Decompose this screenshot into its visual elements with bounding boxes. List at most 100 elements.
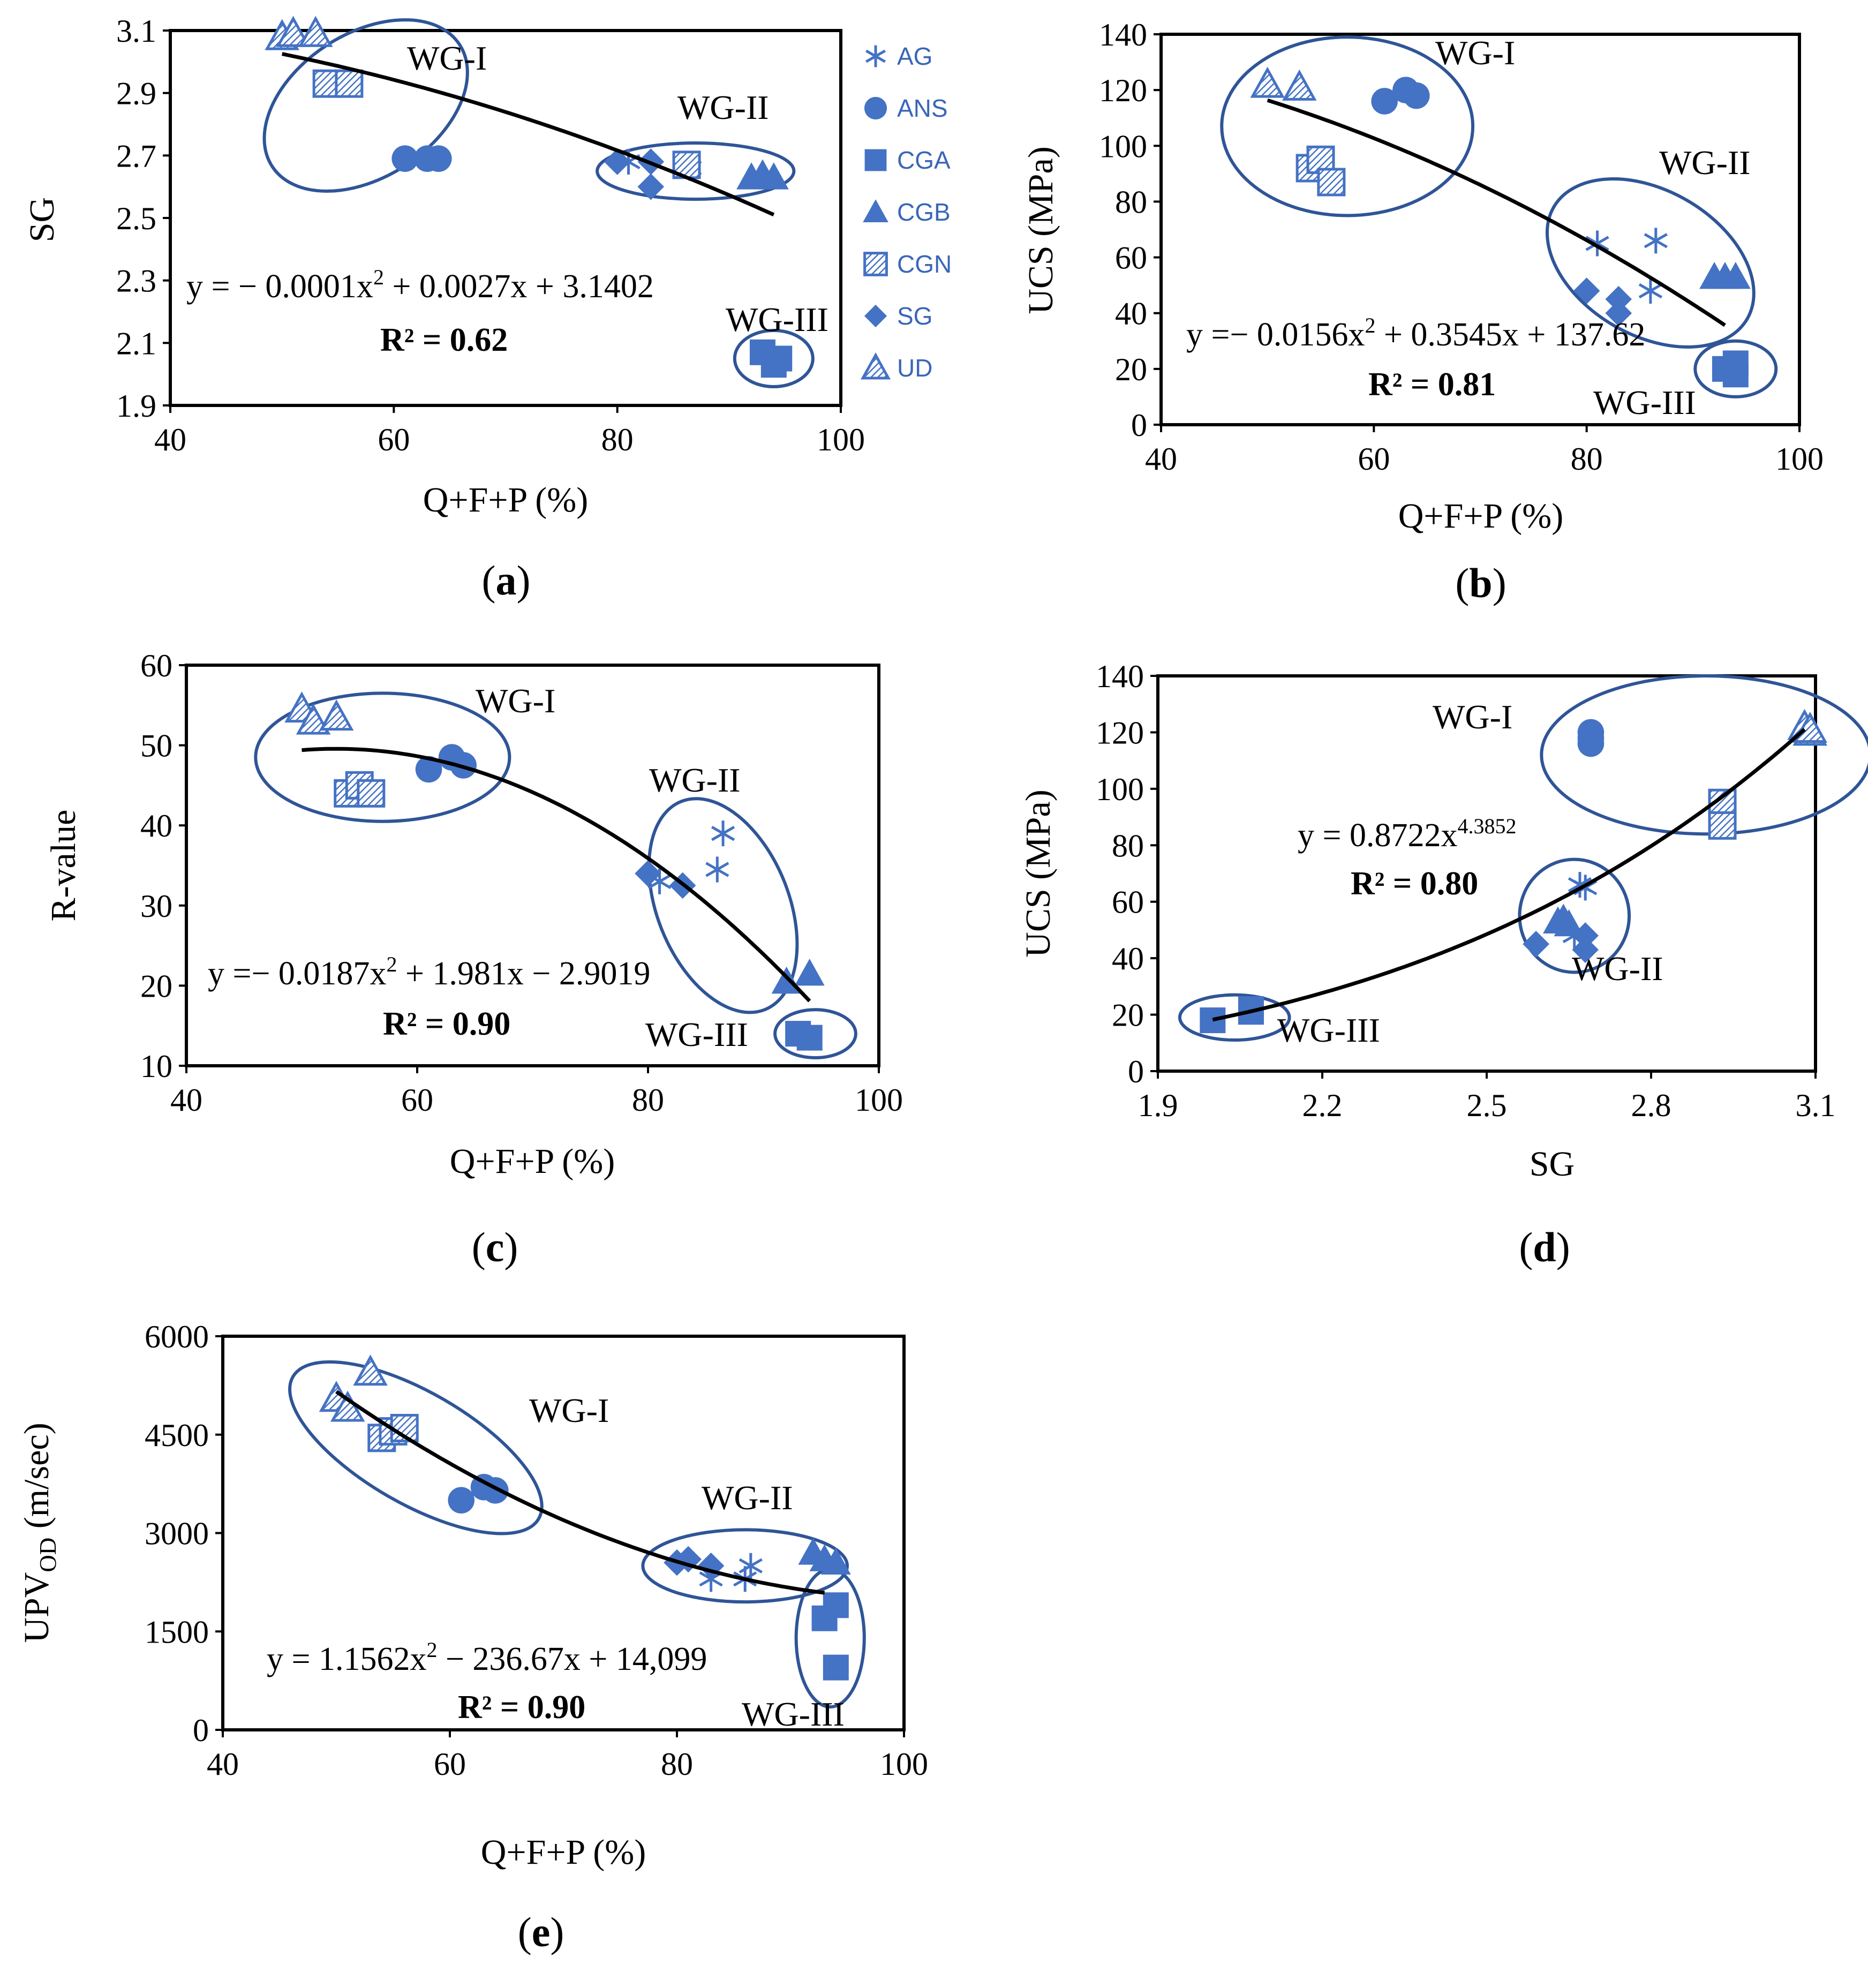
data-point-ans — [391, 145, 418, 172]
group-ellipse-wg-iii — [1693, 339, 1778, 398]
data-point-ans — [1403, 82, 1430, 109]
y-tick-label: 80 — [1112, 828, 1144, 863]
equation-main: y = − 0.0001x — [186, 268, 373, 305]
x-tick-label: 1.9 — [1138, 1088, 1178, 1123]
panel-caption: (c) — [472, 1224, 518, 1270]
panel-caption: (b) — [1455, 560, 1506, 606]
panel-caption: (d) — [1519, 1224, 1570, 1270]
equation-main: y = 0.8722x — [1298, 817, 1457, 854]
group-label-wg-i: WG-I — [476, 682, 555, 720]
y-tick-label: 1500 — [145, 1614, 209, 1650]
y-tick-label: 40 — [140, 808, 172, 844]
x-tick-label: 100 — [817, 422, 865, 457]
y-tick-label: 60 — [1112, 885, 1144, 920]
x-tick-label: 40 — [154, 422, 186, 457]
y-axis-label-main: SG — [22, 197, 62, 242]
x-tick-label: 60 — [401, 1082, 433, 1118]
r-squared: R² = 0.62 — [380, 322, 508, 358]
group-ellipse-wg-ii — [1518, 857, 1631, 974]
caption-paren-open: ( — [482, 557, 496, 604]
y-tick-label: 20 — [140, 968, 172, 1004]
y-tick-label: 2.1 — [116, 326, 156, 361]
x-tick-label: 80 — [632, 1082, 664, 1118]
data-point-ud — [276, 16, 311, 47]
group-ellipse-wg-i — [288, 1360, 544, 1535]
group-ellipse-wg-iii — [733, 329, 815, 388]
x-axis-label: SG — [1530, 1144, 1575, 1184]
legend-marker-sg — [864, 304, 887, 328]
group-label-wg-iii: WG-III — [645, 1015, 748, 1053]
r-squared: R² = 0.80 — [1351, 865, 1478, 902]
x-tick-label: 60 — [434, 1746, 466, 1782]
x-tick-label: 100 — [1775, 441, 1824, 477]
x-tick-label: 100 — [880, 1746, 928, 1782]
data-point-ans — [425, 145, 452, 172]
y-axis-label-main: UPV — [17, 1572, 56, 1643]
caption-paren-close: ) — [550, 1909, 564, 1955]
legend-marker-ans — [864, 96, 887, 120]
x-tick-label: 100 — [855, 1082, 903, 1118]
legend-label-ag: AG — [897, 42, 932, 70]
y-axis-label-main: R-value — [44, 810, 83, 922]
y-tick-label: 40 — [1115, 296, 1147, 332]
data-point-sg — [1573, 277, 1600, 304]
equation-exponent: 2 — [373, 265, 384, 289]
x-tick-label: 40 — [1145, 441, 1177, 477]
x-tick-label: 80 — [1571, 441, 1603, 477]
caption-paren-open: ( — [1519, 1224, 1533, 1270]
panel-caption: (e) — [518, 1909, 564, 1955]
data-point-cga — [766, 345, 793, 372]
r-squared: R² = 0.90 — [458, 1689, 585, 1726]
regression-equation: y = − 0.0001x2 + 0.0027x + 3.1402 — [186, 265, 654, 305]
x-tick-label: 2.5 — [1467, 1088, 1507, 1123]
equation-exponent: 2 — [1365, 313, 1375, 337]
legend-label-cga: CGA — [897, 146, 951, 174]
x-axis-label: Q+F+P (%) — [450, 1142, 615, 1181]
y-tick-label: 60 — [140, 648, 172, 683]
caption-letter: d — [1533, 1224, 1556, 1270]
data-point-ag — [711, 820, 735, 847]
group-label-wg-i: WG-I — [1433, 698, 1512, 736]
y-tick-label: 2.3 — [116, 263, 156, 299]
y-tick-label: 2.5 — [116, 201, 156, 236]
legend-marker-ud — [860, 352, 891, 380]
x-tick-label: 2.2 — [1302, 1088, 1343, 1123]
group-label-wg-iii: WG-III — [742, 1695, 845, 1733]
legend-marker-cgn — [863, 252, 888, 276]
plot-area-frame — [1159, 33, 1801, 426]
y-tick-label: 20 — [1112, 998, 1144, 1033]
group-label-wg-i: WG-I — [529, 1391, 609, 1429]
y-tick-label: 3000 — [145, 1516, 209, 1552]
group-ellipse-wg-ii — [641, 1528, 849, 1604]
data-point-ag — [739, 1553, 763, 1579]
chart-panel-e: 0 1500 3000 4500 6000 40 60 80 100 Q+F+P (%) UPVOD… — [17, 1319, 928, 1955]
group-ellipse-wg-i — [1220, 35, 1475, 217]
legend-marker-cga — [864, 149, 887, 171]
chart-panel-a: 1.9 2.1 2.3 2.5 2.7 2.9 3.1 40 60 80 100 Q+F+P (%) S… — [22, 13, 865, 604]
chart-panel-b: 0 20 40 60 80 100 120 140 40 60 80 100 Q+F+P (%) UCS … — [1021, 17, 1824, 606]
caption-letter: b — [1469, 560, 1492, 606]
data-point-ud — [298, 16, 333, 47]
caption-paren-close: ) — [517, 557, 531, 604]
chart-legend: AG ANS CGA CGB CGN SG UD — [860, 42, 952, 382]
data-point-cga — [823, 1654, 849, 1681]
x-tick-label: 40 — [207, 1746, 239, 1782]
y-tick-label: 60 — [1115, 240, 1147, 276]
y-tick-label: 120 — [1099, 73, 1147, 108]
group-label-wg-ii: WG-II — [1659, 144, 1751, 182]
data-point-cgn — [1708, 811, 1737, 840]
data-point-cgb — [1554, 909, 1584, 937]
trend-line — [1267, 98, 1726, 327]
equation-rest: + 0.3545x + 137.62 — [1375, 317, 1645, 353]
caption-letter: a — [496, 557, 517, 604]
y-tick-label: 100 — [1099, 129, 1147, 164]
y-tick-label: 20 — [1115, 352, 1147, 387]
y-tick-label: 0 — [1128, 1054, 1144, 1089]
y-tick-label: 2.7 — [116, 138, 156, 174]
data-point-ud — [353, 1354, 388, 1386]
group-label-wg-ii: WG-II — [649, 761, 741, 799]
data-point-ud — [1250, 66, 1285, 98]
equation-exponent: 2 — [426, 1638, 437, 1662]
data-point-cgb — [794, 958, 825, 986]
legend-label-cgb: CGB — [897, 198, 951, 226]
